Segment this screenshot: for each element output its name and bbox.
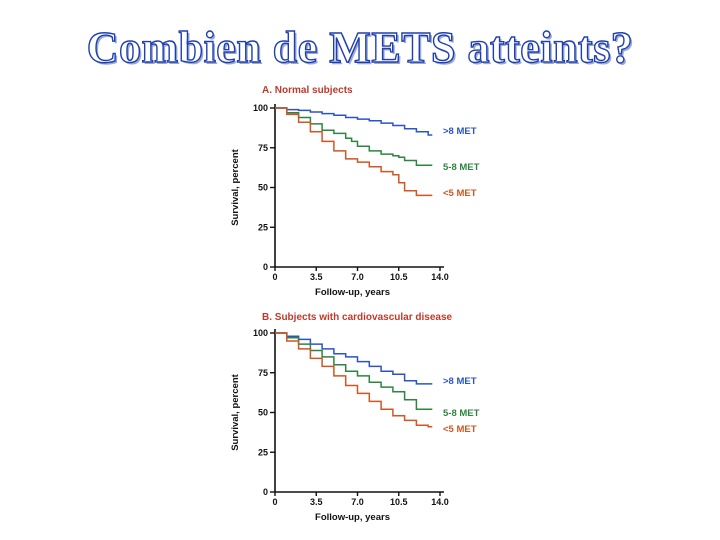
x-tick-label: 0 — [272, 497, 277, 507]
series-line — [275, 107, 433, 136]
x-axis-label: Follow-up, years — [315, 512, 390, 523]
x-tick-label: 3.5 — [310, 272, 323, 282]
x-tick-label: 7.0 — [351, 497, 364, 507]
y-tick-label: 75 — [258, 368, 268, 378]
series-label: 5-8 MET — [443, 162, 480, 173]
series-line — [275, 107, 433, 197]
slide-title: Combien de METS atteints? — [86, 22, 634, 72]
x-tick-label: 14.0 — [431, 272, 449, 282]
y-tick-label: 100 — [253, 328, 268, 338]
y-tick-label: 25 — [258, 447, 268, 457]
series-label: <5 MET — [443, 188, 477, 199]
series-label: 5-8 MET — [443, 408, 480, 419]
y-tick-label: 0 — [263, 487, 268, 497]
y-tick-label: 25 — [258, 222, 268, 232]
y-tick-label: 50 — [258, 408, 268, 418]
x-tick-label: 14.0 — [431, 497, 449, 507]
series-line — [275, 332, 433, 428]
y-axis-label: Survival, percent — [230, 148, 241, 225]
y-tick-label: 50 — [258, 183, 268, 193]
series-line — [275, 332, 433, 385]
chart-title: B. Subjects with cardiovascular disease — [262, 312, 453, 323]
x-axis-label: Follow-up, years — [315, 287, 390, 298]
series-label: >8 MET — [443, 376, 477, 387]
series-line — [275, 107, 433, 166]
series-label: <5 MET — [443, 424, 477, 435]
series-line — [275, 332, 433, 411]
y-tick-label: 0 — [263, 262, 268, 272]
x-tick-label: 10.5 — [390, 497, 408, 507]
y-tick-label: 75 — [258, 143, 268, 153]
x-tick-label: 10.5 — [390, 272, 408, 282]
y-tick-label: 100 — [253, 103, 268, 113]
x-tick-label: 7.0 — [351, 272, 364, 282]
series-label: >8 MET — [443, 126, 477, 137]
x-tick-label: 3.5 — [310, 497, 323, 507]
chart-title: A. Normal subjects — [262, 85, 353, 96]
y-axis-label: Survival, percent — [230, 373, 241, 450]
x-tick-label: 0 — [272, 272, 277, 282]
